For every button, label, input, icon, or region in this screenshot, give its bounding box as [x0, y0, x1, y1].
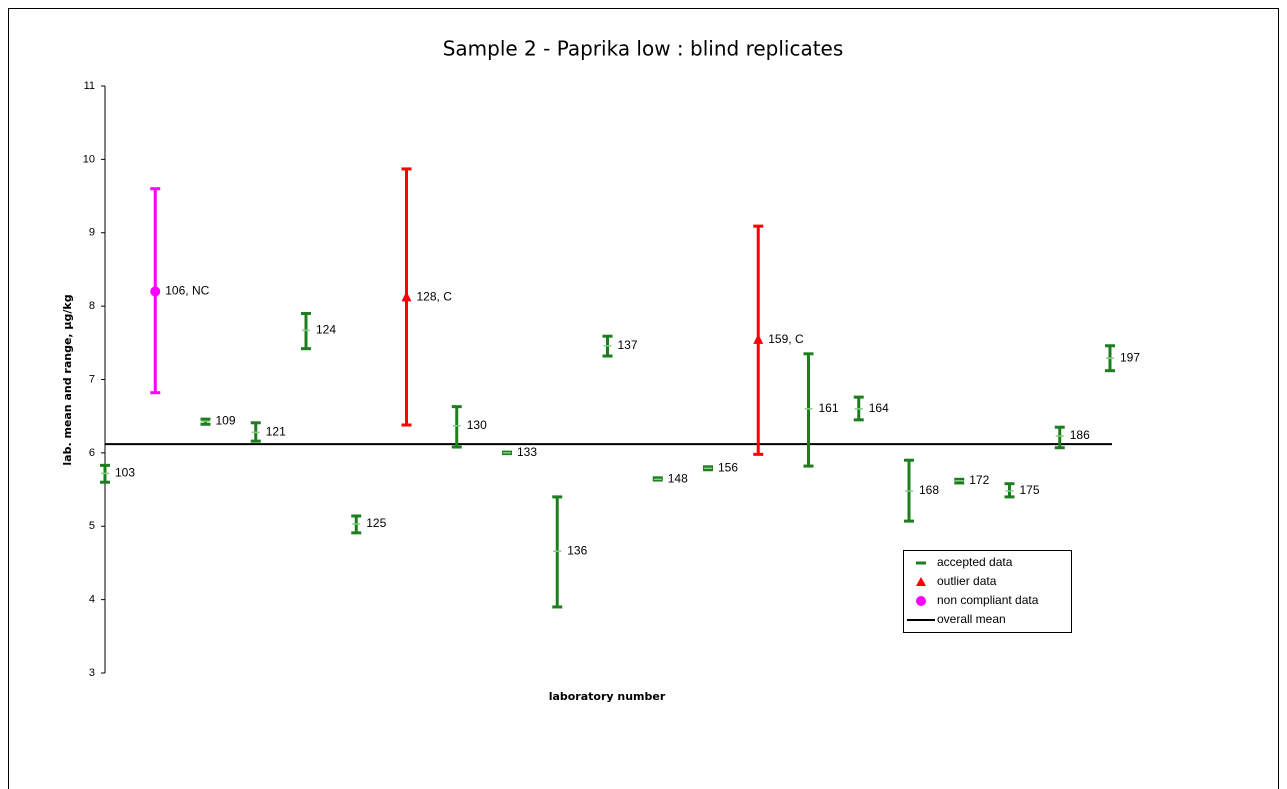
y-tick-label: 9 [89, 227, 95, 239]
data-label: 137 [618, 338, 638, 352]
x-axis-title: laboratory number [549, 690, 666, 703]
y-tick-label: 3 [89, 667, 95, 679]
data-label: 133 [517, 445, 537, 459]
chart-border [8, 8, 1279, 789]
y-tick-label: 11 [84, 80, 95, 92]
y-tick-label: 10 [83, 153, 95, 165]
data-label: 124 [316, 323, 336, 337]
data-label: 164 [869, 401, 889, 415]
data-label: 103 [115, 466, 135, 480]
data-label: 121 [266, 425, 286, 439]
data-label: 175 [1020, 483, 1040, 497]
data-label: 125 [366, 516, 386, 530]
data-label: 168 [919, 483, 939, 497]
y-axis-title: lab. mean and range, µg/kg [61, 294, 74, 465]
legend-label: outlier data [937, 574, 997, 588]
data-label: 136 [567, 543, 587, 557]
chart-title: Sample 2 - Paprika low : blind replicate… [443, 37, 844, 61]
mean-marker [150, 286, 161, 297]
data-label: 172 [969, 473, 989, 487]
mean-marker [753, 333, 764, 344]
data-label: 148 [668, 471, 688, 485]
data-label: 186 [1070, 428, 1090, 442]
y-tick-label: 7 [89, 373, 95, 385]
data-label: 197 [1120, 350, 1140, 364]
data-label: 128, C [417, 289, 453, 303]
legend-label: non compliant data [937, 593, 1039, 607]
legend-symbol [916, 577, 926, 586]
y-tick-label: 6 [89, 447, 95, 459]
y-tick-label: 5 [89, 520, 95, 532]
legend-label: overall mean [937, 612, 1006, 626]
data-label: 109 [216, 413, 236, 427]
data-label: 161 [819, 401, 839, 415]
legend [903, 550, 1072, 633]
y-tick-label: 4 [89, 594, 95, 606]
data-label: 156 [718, 460, 738, 474]
y-tick-label: 8 [89, 300, 95, 312]
data-label: 106, NC [165, 284, 209, 298]
data-label: 159, C [768, 332, 804, 346]
legend-symbol [916, 596, 926, 606]
mean-marker [401, 291, 412, 302]
legend-label: accepted data [937, 555, 1013, 569]
data-label: 130 [467, 418, 487, 432]
